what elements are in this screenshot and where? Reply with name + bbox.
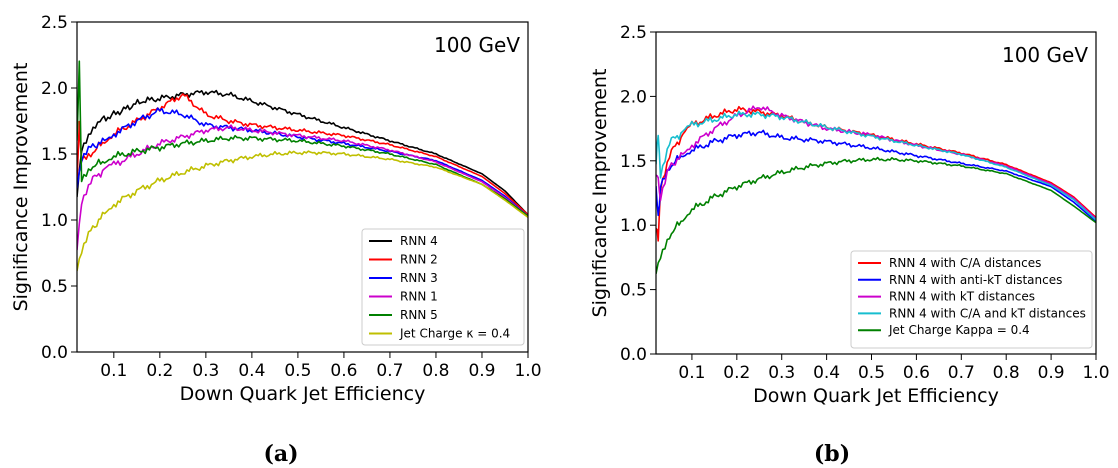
legend-label: RNN 4 with C/A and kT distances xyxy=(889,306,1086,320)
x-tick-label: 0.4 xyxy=(238,361,265,381)
y-tick-label: 1.0 xyxy=(620,216,647,236)
x-tick-label: 0.7 xyxy=(376,361,403,381)
x-tick-label: 0.8 xyxy=(993,363,1020,383)
panel-label-a: (a) xyxy=(263,441,299,467)
legend-box xyxy=(361,228,525,346)
x-tick-label: 0.1 xyxy=(100,361,127,381)
x-tick-label: 0.3 xyxy=(192,361,219,381)
chart-panel-a: 0.0 0.5 1.0 1.5 2.0 2.5 0.1 0.2 0.3 0.4 0.5 0.6 0.7 0… xyxy=(10,13,542,405)
x-tick-label: 0.5 xyxy=(858,363,885,383)
legend-label: RNN 2 xyxy=(400,253,438,267)
plot-frame xyxy=(655,31,1097,355)
series-group xyxy=(656,105,1096,275)
plot-frame xyxy=(76,21,529,353)
x-tick-label: 0.9 xyxy=(468,361,495,381)
series-line xyxy=(656,156,1096,275)
y-tick-label: 1.5 xyxy=(620,152,647,172)
x-axis-label: Down Quark Jet Efficiency xyxy=(753,385,999,407)
series-line xyxy=(77,107,528,217)
legend-label: Jet Charge Kappa = 0.4 xyxy=(888,323,1030,337)
legend: RNN 4 with C/A distances RNN 4 with anti-… xyxy=(850,250,1093,349)
x-tick-label: 0.2 xyxy=(723,363,750,383)
legend-label: Jet Charge κ = 0.4 xyxy=(399,327,510,341)
y-axis-label: Significance Improvement xyxy=(589,69,611,318)
x-tick-label: 1.0 xyxy=(1082,363,1109,383)
y-tick-label: 0.5 xyxy=(620,281,647,301)
x-tick-label: 0.7 xyxy=(948,363,975,383)
x-axis-label: Down Quark Jet Efficiency xyxy=(180,383,426,405)
series-line xyxy=(656,105,1096,242)
legend-label: RNN 1 xyxy=(400,290,438,304)
x-tick-label: 0.2 xyxy=(146,361,173,381)
series-line xyxy=(77,60,528,217)
x-tick-label: 0.1 xyxy=(678,363,705,383)
y-tick-label: 0.0 xyxy=(620,345,647,365)
series-line xyxy=(77,89,528,216)
series-line xyxy=(77,93,528,216)
energy-annotation: 100 GeV xyxy=(434,33,520,57)
y-tick-label: 2.0 xyxy=(620,87,647,107)
x-tick-label: 0.3 xyxy=(768,363,795,383)
x-tick-label: 0.6 xyxy=(330,361,357,381)
x-tick-label: 0.9 xyxy=(1038,363,1065,383)
y-tick-label: 2.0 xyxy=(41,79,68,99)
chart-panel-b: 0.0 0.5 1.0 1.5 2.0 2.5 0.1 0.2 0.3 0.4 0.5 0.6 0.7 0… xyxy=(589,23,1110,407)
legend-label: RNN 5 xyxy=(400,308,438,322)
x-tick-label: 0.4 xyxy=(813,363,840,383)
legend-label: RNN 4 with C/A distances xyxy=(889,256,1041,270)
panel-label-b: (b) xyxy=(813,441,851,467)
x-tick-label: 0.6 xyxy=(903,363,930,383)
y-tick-label: 1.5 xyxy=(41,145,68,165)
series-line xyxy=(656,105,1096,220)
series-line xyxy=(656,110,1096,221)
series-line xyxy=(77,150,528,272)
legend-label: RNN 4 with kT distances xyxy=(889,290,1035,304)
x-tick-label: 0.8 xyxy=(422,361,449,381)
energy-annotation: 100 GeV xyxy=(1002,43,1088,67)
legend-label: RNN 3 xyxy=(400,271,438,285)
y-tick-label: 2.5 xyxy=(41,13,68,33)
y-tick-label: 0.0 xyxy=(41,343,68,363)
legend-box xyxy=(850,250,1093,349)
x-tick-label: 0.5 xyxy=(284,361,311,381)
x-tick-label: 1.0 xyxy=(514,361,541,381)
y-tick-label: 0.5 xyxy=(41,277,68,297)
y-axis-label: Significance Improvement xyxy=(10,63,32,312)
legend: RNN 4 RNN 2 RNN 3 RNN 1 RNN 5 Jet Charge κ = … xyxy=(361,228,525,346)
series-group xyxy=(77,60,528,272)
y-tick-label: 1.0 xyxy=(41,211,68,231)
series-line xyxy=(656,129,1096,222)
legend-label: RNN 4 with anti-kT distances xyxy=(889,273,1062,287)
y-tick-label: 2.5 xyxy=(620,23,647,43)
legend-label: RNN 4 xyxy=(400,234,438,248)
